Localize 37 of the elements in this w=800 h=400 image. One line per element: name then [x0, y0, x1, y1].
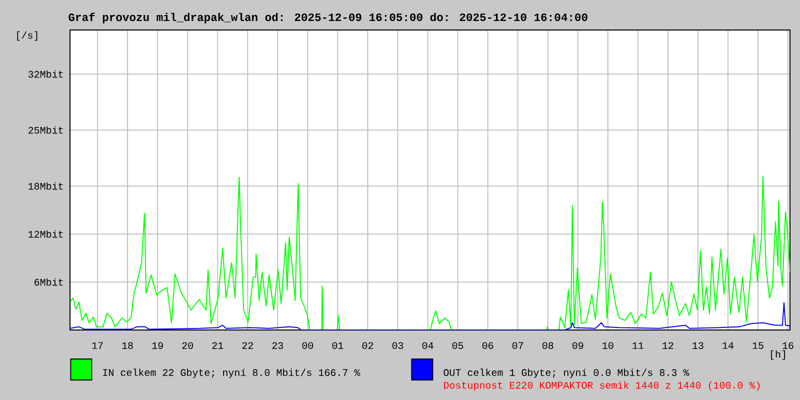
- x-tick-label: 13: [692, 342, 704, 349]
- y-tick-label: 25Mbit: [28, 126, 63, 134]
- x-tick-label: 12: [662, 342, 674, 349]
- x-tick-label: 07: [512, 342, 524, 349]
- x-tick-label: 04: [422, 342, 434, 349]
- line-series: [70, 176, 790, 330]
- x-tick-label: 19: [152, 342, 163, 349]
- y-axis-title: [/s]: [17, 31, 38, 41]
- x-tick-label: 06: [482, 342, 494, 349]
- x-tick-label: 15: [752, 342, 764, 349]
- y-tick-label: 32Mbit: [28, 70, 63, 78]
- x-tick-label: 08: [542, 342, 554, 349]
- x-tick-label: 16: [782, 342, 794, 349]
- x-tick-label: 23: [272, 342, 284, 349]
- x-tick-label: 03: [392, 342, 404, 349]
- y-tick-label: 6Mbit: [34, 278, 63, 286]
- y-tick-label: 18Mbit: [28, 182, 63, 190]
- text: Dostupnost E220 KOMPAKTOR semik 1440 z 1440 (100.0 %): [444, 381, 760, 391]
- x-tick-label: 21: [212, 342, 224, 349]
- x-tick-label: 22: [242, 342, 253, 349]
- line-series: [70, 302, 790, 330]
- x-tick-label: 01: [332, 342, 344, 349]
- chart-title: Graf provozu mil_drapak_wlan od: 2025-12-09 16:05:00 do: 2025-12-10 16:04:00: [68, 12, 588, 24]
- x-tick-label: 14: [722, 342, 734, 349]
- x-tick-label: 09: [572, 342, 584, 349]
- legend-label: IN celkem 22 Gbyte; nyní 8.0 Mbit/s 166.7 %: [103, 368, 360, 378]
- legend-label: OUT celkem 1 Gbyte; nyní 0.0 Mbit/s 8.3 %: [444, 368, 690, 378]
- x-tick-label: 05: [452, 342, 464, 349]
- x-tick-label: 02: [362, 342, 374, 349]
- x-tick-label: 20: [182, 342, 193, 349]
- y-tick-label: 12Mbit: [28, 230, 63, 238]
- x-tick-label: 17: [92, 342, 103, 349]
- x-tick-label: 11: [632, 342, 644, 349]
- x-tick-label: 10: [602, 342, 614, 349]
- x-tick-label: 00: [302, 342, 314, 349]
- x-tick-label: 18: [122, 342, 133, 349]
- x-axis-title: [h]: [771, 350, 786, 360]
